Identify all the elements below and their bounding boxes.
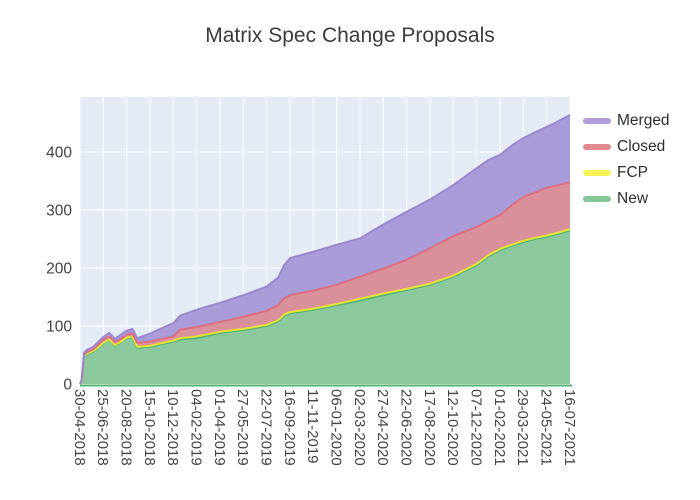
y-tick-label: 200 <box>46 261 72 278</box>
line-merged <box>79 114 571 385</box>
x-tick-label: 12-10-2020 <box>444 389 461 466</box>
legend-item-merged[interactable]: Merged <box>583 108 670 134</box>
chart-title: Matrix Spec Change Proposals <box>205 24 495 47</box>
x-tick-label: 01-04-2019 <box>211 389 228 466</box>
x-tick-label: 30-04-2018 <box>71 389 88 466</box>
y-tick-label: 100 <box>46 319 72 336</box>
y-tick-label: 400 <box>46 145 72 162</box>
x-tick-label: 27-05-2019 <box>234 389 251 466</box>
legend-swatch-fcp <box>583 170 611 176</box>
legend-item-closed[interactable]: Closed <box>583 134 670 160</box>
legend: Merged Closed FCP New <box>583 108 670 212</box>
x-tick-label: 11-11-2019 <box>304 389 321 464</box>
x-tick-label: 27-04-2020 <box>374 389 391 466</box>
x-tick-label: 02-03-2020 <box>351 389 368 466</box>
area-new <box>80 230 570 384</box>
x-tick-label: 04-02-2019 <box>187 389 204 466</box>
y-tick-label: 300 <box>46 203 72 220</box>
line-fcp <box>79 228 571 385</box>
legend-swatch-new <box>583 196 611 202</box>
x-tick-label: 06-01-2020 <box>327 389 344 466</box>
y-tick-label: 0 <box>63 377 72 394</box>
line-closed <box>79 181 571 385</box>
x-tick-label: 07-12-2020 <box>467 389 484 466</box>
x-tick-label: 24-05-2021 <box>537 389 554 466</box>
legend-label: Merged <box>617 112 670 129</box>
x-tick-label: 15-10-2018 <box>141 389 158 466</box>
legend-label: FCP <box>617 164 648 181</box>
x-tick-label: 22-06-2020 <box>397 389 414 466</box>
area-closed <box>80 182 570 384</box>
x-tick-label: 22-07-2019 <box>257 389 274 466</box>
legend-item-new[interactable]: New <box>583 186 670 212</box>
x-tick-label: 17-08-2020 <box>421 389 438 466</box>
x-tick-label: 29-03-2021 <box>514 389 531 466</box>
legend-swatch-merged <box>583 118 611 124</box>
legend-swatch-closed <box>583 144 611 150</box>
legend-label: Closed <box>617 138 666 155</box>
x-tick-label: 16-07-2021 <box>561 389 578 466</box>
legend-label: New <box>617 190 649 207</box>
x-tick-label: 01-02-2021 <box>491 389 508 466</box>
legend-item-fcp[interactable]: FCP <box>583 160 670 186</box>
x-tick-label: 20-08-2018 <box>117 389 134 466</box>
area-merged <box>80 114 570 384</box>
x-tick-label: 16-09-2019 <box>281 389 298 466</box>
x-tick-label: 25-06-2018 <box>94 389 111 466</box>
x-tick-label: 10-12-2018 <box>164 389 181 466</box>
